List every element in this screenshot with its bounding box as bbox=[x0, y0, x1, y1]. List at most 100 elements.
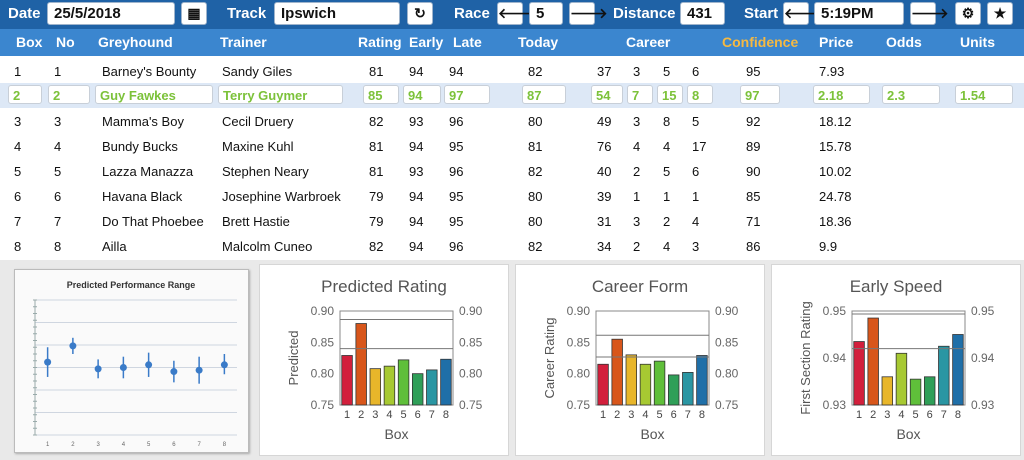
col-late[interactable]: Late bbox=[453, 34, 482, 50]
race-next-button[interactable]: 🡒 bbox=[569, 2, 608, 25]
col-today[interactable]: Today bbox=[518, 34, 559, 50]
col-early[interactable]: Early bbox=[409, 34, 444, 50]
date-field[interactable]: 25/5/2018 bbox=[47, 2, 175, 25]
cell-career-seconds[interactable]: 15 bbox=[657, 85, 683, 104]
y2-tick-label: 0.95 bbox=[971, 304, 995, 318]
cell-early: 93 bbox=[409, 164, 424, 179]
cell-box: 7 bbox=[14, 214, 22, 229]
table-row[interactable]: 8 8 Ailla Malcolm Cuneo 82 94 96 82 34 2… bbox=[0, 233, 1024, 258]
cell-box: 6 bbox=[14, 189, 22, 204]
table-row[interactable]: 6 6 Havana Black Josephine Warbroek 79 9… bbox=[0, 183, 1024, 208]
table-row[interactable]: 4 4 Bundy Bucks Maxine Kuhl 81 94 95 81 … bbox=[0, 133, 1024, 158]
col-career[interactable]: Career bbox=[626, 34, 671, 50]
cell-career-wins[interactable]: 7 bbox=[627, 85, 653, 104]
y-tick-label: 0.80 bbox=[567, 367, 591, 381]
col-units[interactable]: Units bbox=[960, 34, 995, 50]
y2-tick-label: 0.85 bbox=[715, 335, 739, 349]
table-row[interactable]: 7 7 Do That Phoebee Brett Hastie 79 94 9… bbox=[0, 208, 1024, 233]
col-confidence[interactable]: Confidence bbox=[722, 34, 799, 50]
table-row[interactable]: 1 1 Barney's Bounty Sandy Giles 81 94 94… bbox=[0, 58, 1024, 83]
cell-trainer[interactable]: Terry Guymer bbox=[218, 85, 343, 104]
cell-early: 94 bbox=[409, 64, 424, 79]
cell-no[interactable]: 2 bbox=[48, 85, 90, 104]
cell-career-seconds: 5 bbox=[663, 164, 671, 179]
cell-career-wins: 3 bbox=[633, 214, 641, 229]
star-icon[interactable]: ★ bbox=[987, 2, 1013, 25]
cell-today: 82 bbox=[528, 164, 543, 179]
cell-trainer: Stephen Neary bbox=[222, 164, 309, 179]
cell-price: 9.9 bbox=[819, 239, 838, 254]
cell-units[interactable]: 1.54 bbox=[955, 85, 1013, 104]
start-next-button[interactable]: 🡒 bbox=[910, 2, 949, 25]
race-field[interactable]: 5 bbox=[529, 2, 563, 25]
cell-trainer: Josephine Warbroek bbox=[222, 189, 341, 204]
cell-price: 7.93 bbox=[819, 64, 845, 79]
table-row-selected[interactable]: 2 2 Guy Fawkes Terry Guymer 85 94 97 87 … bbox=[0, 83, 1024, 108]
y-tick-label: 0.85 bbox=[311, 335, 335, 349]
cell-odds[interactable]: 2.3 bbox=[882, 85, 940, 104]
x-tick-label: 2 bbox=[71, 442, 75, 448]
bar bbox=[369, 368, 382, 406]
x-tick-label: 8 bbox=[223, 442, 227, 448]
cell-greyhound[interactable]: Guy Fawkes bbox=[95, 85, 213, 104]
table-row[interactable]: 5 5 Lazza Manazza Stephen Neary 81 93 96… bbox=[0, 158, 1024, 183]
cell-late[interactable]: 97 bbox=[444, 85, 490, 104]
cell-rating: 81 bbox=[369, 64, 384, 79]
bar bbox=[355, 323, 367, 406]
y2-tick-label: 0.75 bbox=[459, 398, 483, 412]
cell-career-starts: 49 bbox=[597, 114, 612, 129]
bar bbox=[881, 376, 894, 406]
cell-rating[interactable]: 85 bbox=[363, 85, 399, 104]
bar bbox=[639, 363, 652, 406]
refresh-icon[interactable]: ↻ bbox=[407, 2, 433, 25]
cell-career-wins: 3 bbox=[633, 114, 641, 129]
col-rating[interactable]: Rating bbox=[358, 34, 402, 50]
col-no[interactable]: No bbox=[56, 34, 75, 50]
col-trainer[interactable]: Trainer bbox=[220, 34, 267, 50]
cell-price[interactable]: 2.18 bbox=[813, 85, 870, 104]
cell-box: 5 bbox=[14, 164, 22, 179]
cell-greyhound: Do That Phoebee bbox=[102, 214, 204, 229]
y2-tick-label: 0.80 bbox=[715, 367, 739, 381]
x-tick-label: 1 bbox=[856, 409, 862, 421]
cell-no: 6 bbox=[54, 189, 62, 204]
table-row[interactable]: 3 3 Mamma's Boy Cecil Druery 82 93 96 80… bbox=[0, 108, 1024, 133]
race-table: 1 1 Barney's Bounty Sandy Giles 81 94 94… bbox=[0, 56, 1024, 260]
col-odds[interactable]: Odds bbox=[886, 34, 922, 50]
track-field[interactable]: Ipswich bbox=[274, 2, 400, 25]
start-field[interactable]: 5:19PM bbox=[814, 2, 904, 25]
col-price[interactable]: Price bbox=[819, 34, 854, 50]
cell-rating: 82 bbox=[369, 239, 384, 254]
x-tick-label: 1 bbox=[344, 409, 350, 421]
bar bbox=[909, 378, 922, 406]
race-prev-button[interactable]: 🡐 bbox=[497, 2, 536, 25]
cell-career-starts[interactable]: 54 bbox=[591, 85, 623, 104]
cell-today[interactable]: 87 bbox=[522, 85, 566, 104]
x-tick-label: 4 bbox=[122, 442, 126, 448]
cell-box[interactable]: 2 bbox=[8, 85, 42, 104]
gear-icon[interactable]: ⚙ bbox=[955, 2, 981, 25]
cell-no: 7 bbox=[54, 214, 62, 229]
distance-field[interactable]: 431 bbox=[680, 2, 725, 25]
plot-frame bbox=[851, 310, 966, 406]
col-box[interactable]: Box bbox=[16, 34, 43, 50]
y-tick-label: 0.90 bbox=[311, 304, 335, 318]
x-tick-label: 3 bbox=[628, 409, 634, 421]
col-greyhound[interactable]: Greyhound bbox=[98, 34, 173, 50]
cell-rating: 81 bbox=[369, 139, 384, 154]
cell-early[interactable]: 94 bbox=[403, 85, 441, 104]
cell-late: 95 bbox=[449, 214, 464, 229]
x-tick-label: 3 bbox=[372, 409, 378, 421]
x-tick-label: 1 bbox=[600, 409, 606, 421]
cell-career-thirds[interactable]: 8 bbox=[687, 85, 713, 104]
x-tick-label: 5 bbox=[913, 409, 919, 421]
x-tick-label: 2 bbox=[870, 409, 876, 421]
x-tick-label: 7 bbox=[941, 409, 947, 421]
top-toolbar: Date 25/5/2018 ▦ Track Ipswich ↻ Race 🡐 … bbox=[0, 0, 1024, 29]
cell-confidence[interactable]: 97 bbox=[740, 85, 780, 104]
range-point bbox=[195, 366, 203, 374]
x-tick-label: 3 bbox=[96, 442, 100, 448]
start-prev-button[interactable]: 🡐 bbox=[783, 2, 822, 25]
chart-title: Predicted Rating bbox=[321, 277, 447, 296]
calendar-icon[interactable]: ▦ bbox=[181, 2, 207, 25]
